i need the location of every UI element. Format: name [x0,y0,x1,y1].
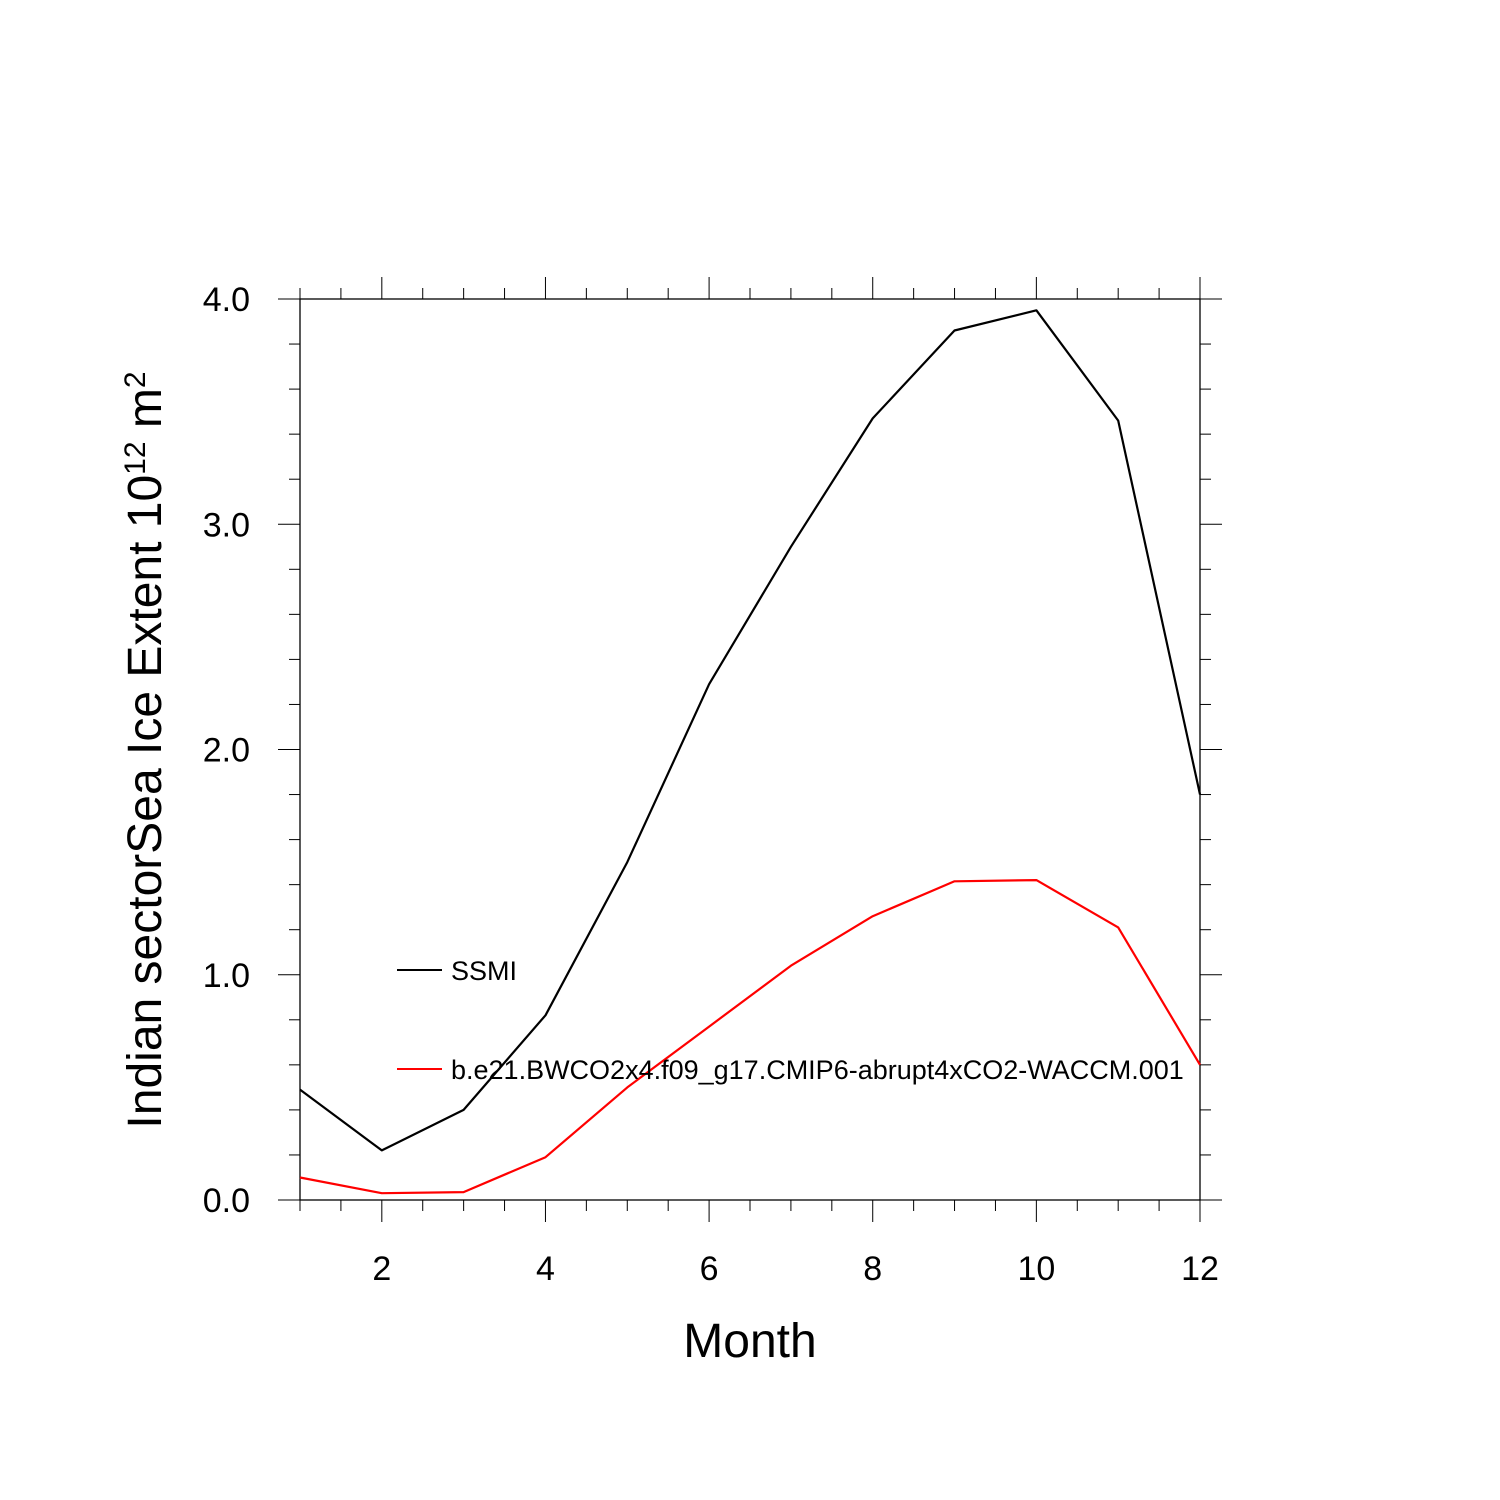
y-tick-label: 0.0 [203,1182,250,1220]
x-tick-label: 2 [372,1250,391,1288]
y-tick-label: 1.0 [203,957,250,995]
major-ticks [278,277,1222,1222]
x-tick-labels: 2 4 6 8 10 12 [372,1250,1219,1288]
x-tick-label: 12 [1181,1250,1219,1288]
series-line-ssmi [299,309,1202,1152]
legend: SSMI b.e21.BWCO2x4.f09_g17.CMIP6-abrupt4… [397,956,1184,1085]
y-tick-label: 2.0 [203,732,250,770]
plot-frame [299,298,1201,1201]
x-tick-label: 8 [863,1250,882,1288]
x-axis-title: Month [683,1315,816,1368]
series-line-waccm [299,878,1201,1195]
legend-label-ssmi: SSMI [451,956,517,986]
x-tick-label: 10 [1017,1250,1055,1288]
x-tick-label: 4 [536,1250,555,1288]
series-lines [299,309,1202,1195]
legend-label-waccm: b.e21.BWCO2x4.f09_g17.CMIP6-abrupt4xCO2-… [451,1055,1184,1085]
y-tick-label: 4.0 [203,281,250,319]
y-tick-label: 3.0 [203,506,250,544]
y-axis-title: Indian sectorSea Ice Extent 1012 m2 [119,371,173,1128]
x-tick-label: 6 [700,1250,719,1288]
y-tick-labels: 0.0 1.0 2.0 3.0 4.0 [203,281,250,1220]
minor-ticks [289,288,1211,1211]
